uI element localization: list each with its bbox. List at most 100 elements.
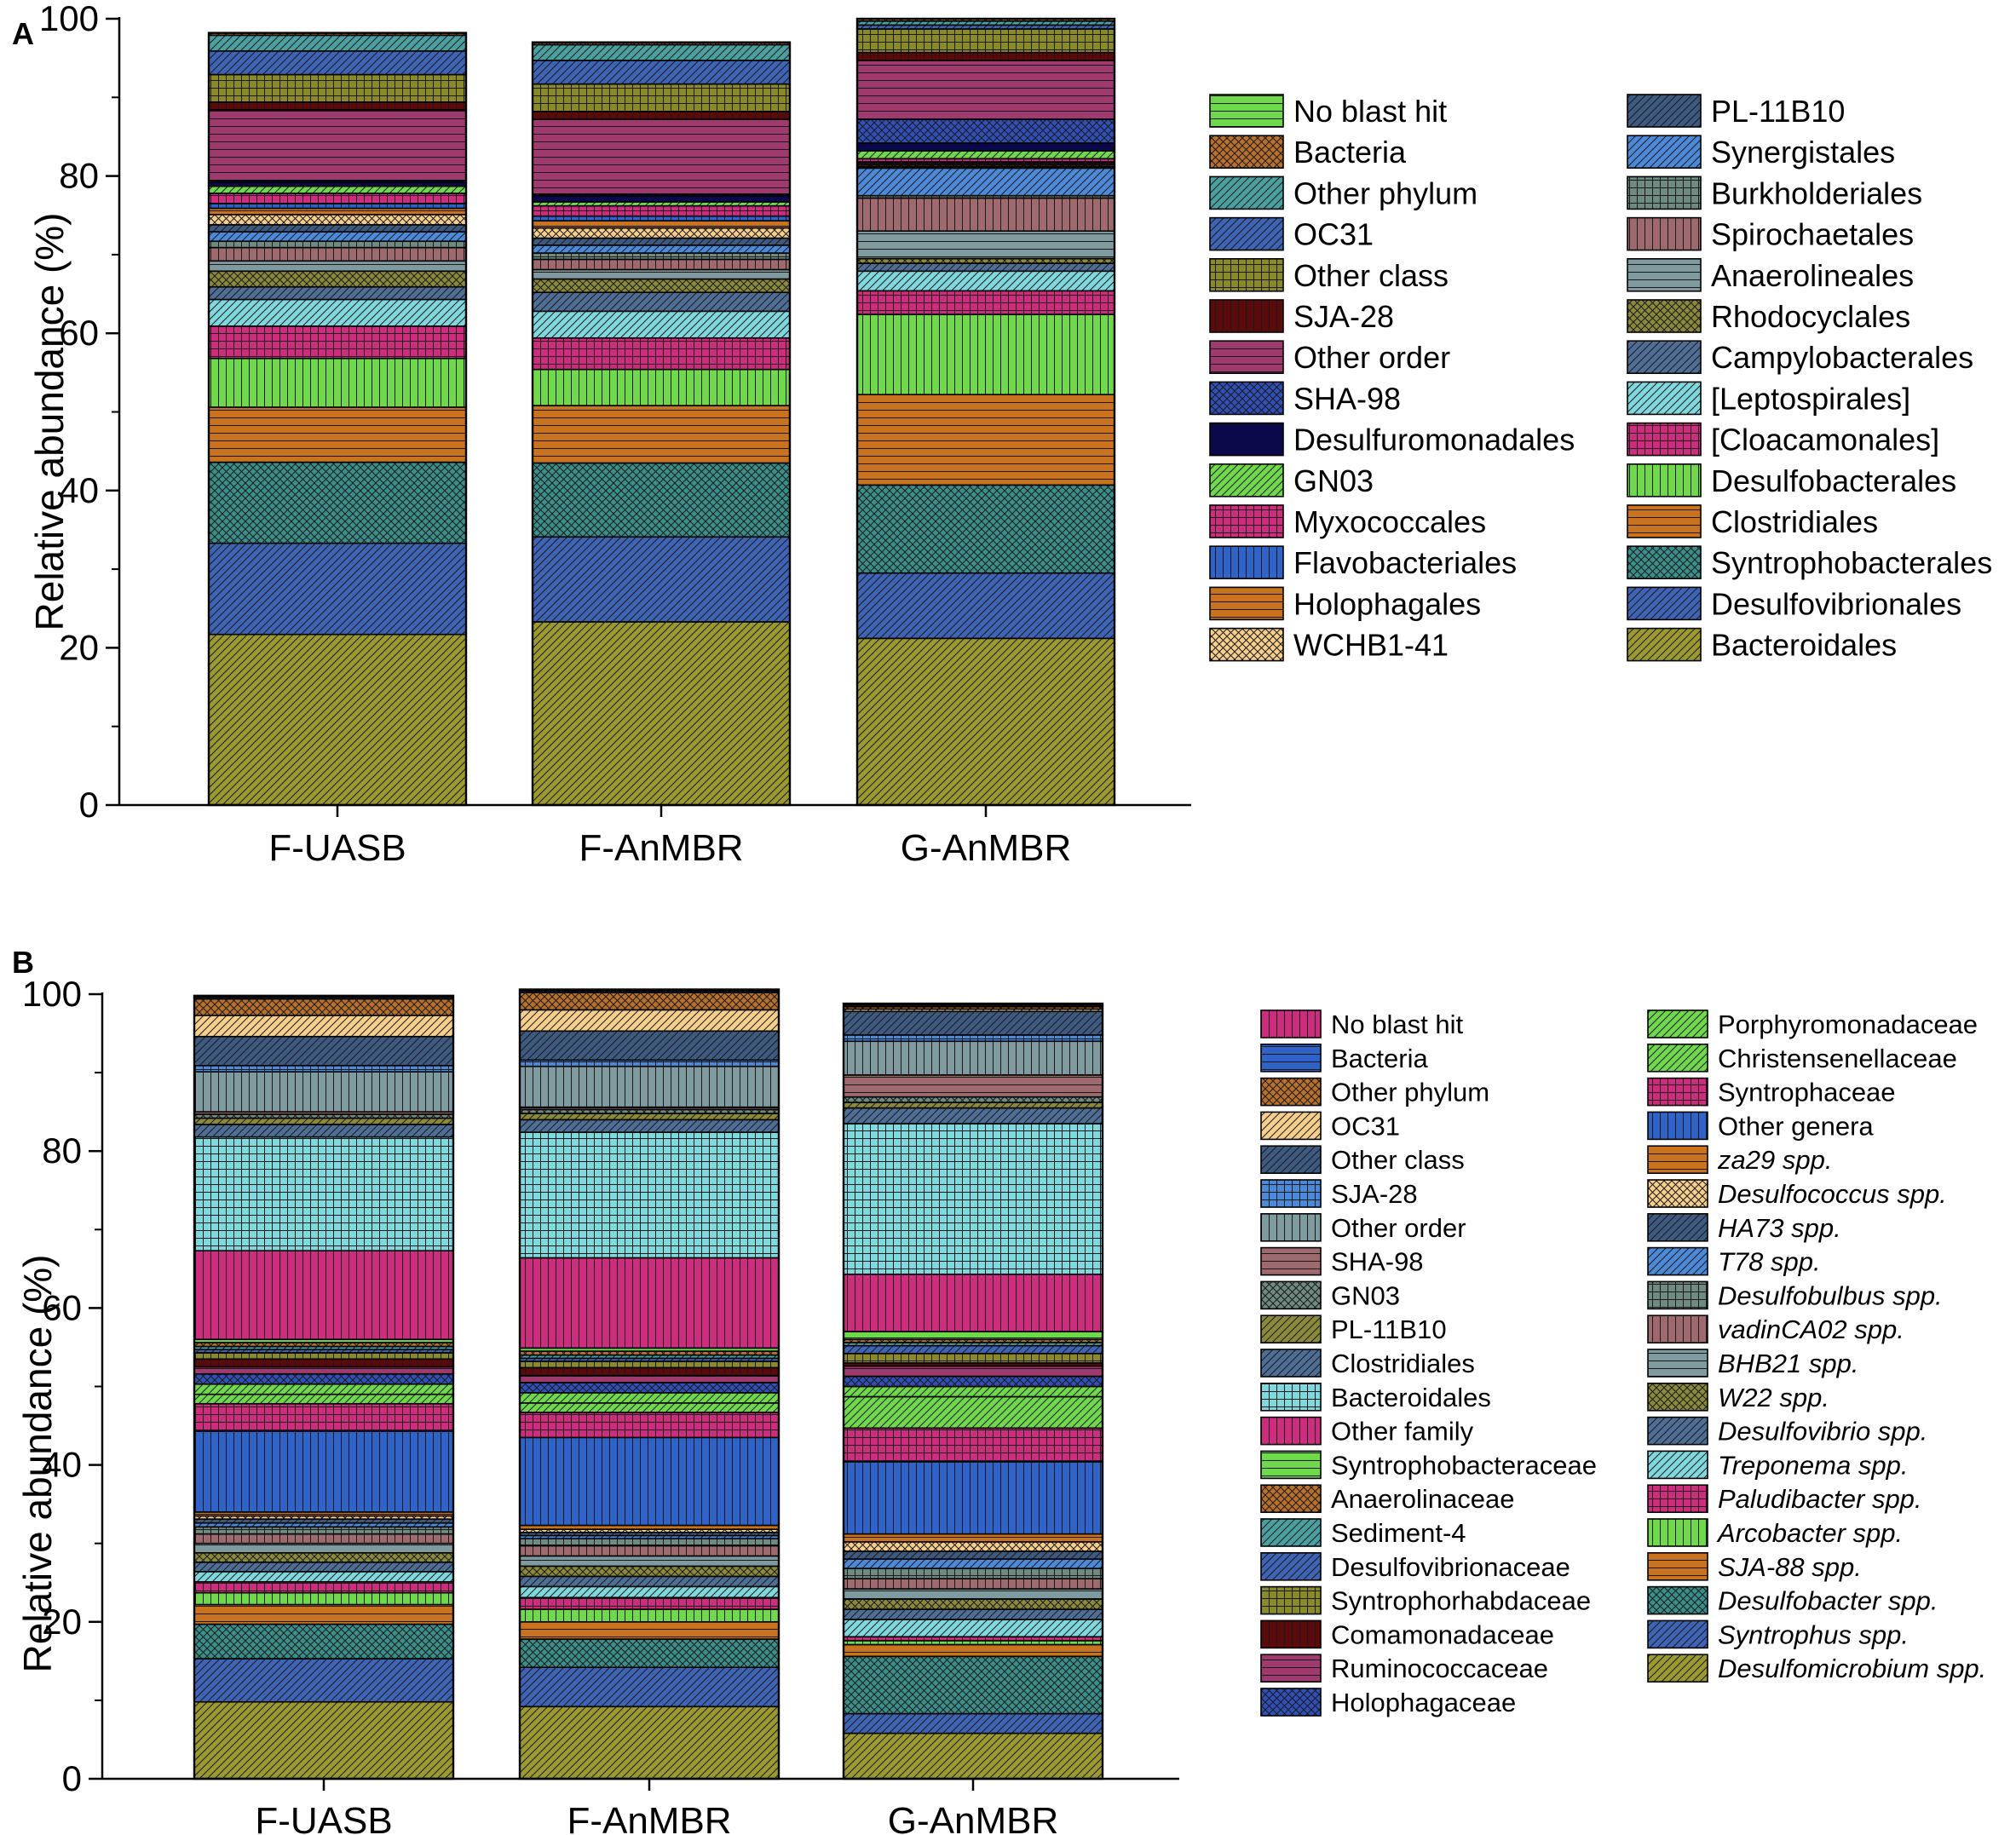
panel-b-legend-label: Desulfococcus spp. (1718, 1179, 1947, 1209)
panel-b-bar-f-uasb-other-phylum (193, 998, 454, 1016)
panel-a-plot-area: F-UASB F-AnMBR G-AnMBR 0 20 40 60 80 100 (39, 0, 1191, 869)
panel-a-legend-entry-clostridiales: Clostridiales (1627, 504, 1878, 539)
panel-b-bar-g-anmbr-t78-spp (843, 1558, 1103, 1569)
panel-a-legend-entry-synergistales: Synergistales (1627, 135, 1895, 170)
panel-a-bar-g-anmbr-desulfuromonadales (856, 142, 1115, 152)
panel-b-legend-entry-desulfobacter-spp: Desulfobacter spp. (1647, 1586, 1938, 1616)
panel-b-legend-entry-bacteria: Bacteria (1260, 1044, 1428, 1073)
panel-b-legend-entry-syntrophobacteraceae: Syntrophobacteraceae (1260, 1450, 1597, 1480)
panel-b-bar-f-uasb-arcobacter-spp (193, 1591, 454, 1606)
panel-a-legend-swatch (1627, 340, 1702, 375)
panel-b-bar-f-anmbr-other-order (519, 1065, 780, 1108)
panel-b-legend-entry-syntrophaceae: Syntrophaceae (1647, 1078, 1896, 1107)
panel-b-y-tick-label: 0 (62, 1758, 82, 1798)
panel-b-legend-label: Arcobacter spp. (1716, 1518, 1903, 1548)
panel-b-legend-label: za29 spp. (1717, 1145, 1832, 1175)
panel-b-legend-swatch (1647, 1518, 1708, 1547)
panel-b-legend-entry-other-order: Other order (1260, 1213, 1466, 1243)
panel-b-legend-swatch (1647, 1246, 1708, 1276)
panel-a-legend-label: Other class (1293, 258, 1449, 293)
panel-b-bar-f-anmbr-christensenellaceae (519, 1402, 780, 1413)
panel-a-legend-entry-wchb1-41: WCHB1-41 (1209, 628, 1449, 663)
panel-a-legend-swatch (1209, 216, 1284, 251)
panel-b-legend-entry-other-family: Other family (1260, 1416, 1474, 1447)
panel-a-legend-label: SHA-98 (1293, 381, 1401, 416)
panel-a-legend-entry-desulfobacterales: Desulfobacterales (1627, 463, 1956, 498)
panel-b-legend-swatch (1647, 1145, 1708, 1174)
panel-b-bar-f-uasb-vadinca02-spp (193, 1533, 454, 1545)
panel-b-legend-swatch (1647, 1484, 1708, 1513)
panel-a-legend-swatch (1627, 586, 1702, 621)
panel-a-bar-f-anmbr-other-phylum (532, 43, 791, 61)
panel-a-bar-g-anmbr-gn03 (856, 150, 1115, 160)
panel-b-legend-swatch (1260, 1145, 1322, 1174)
panel-b-legend-label: Bacteria (1331, 1044, 1428, 1073)
panel-b-legend-entry-desulfovibrionaceae: Desulfovibrionaceae (1260, 1552, 1570, 1582)
panel-b-legend-label: Bacteroidales (1331, 1383, 1491, 1412)
panel-b-legend-entry-t78-spp: T78 spp. (1647, 1246, 1821, 1277)
panel-b-legend-entry-treponema-spp: Treponema spp. (1647, 1450, 1908, 1480)
panel-a-bar-f-uasb-gn03 (208, 185, 467, 194)
panel-a-bar-g-anmbr-clostridiales (856, 394, 1115, 486)
panel-b-legend-swatch (1260, 1484, 1322, 1513)
panel-b-legend-swatch (1647, 1416, 1708, 1446)
panel-a-legend-label: GN03 (1293, 463, 1374, 498)
panel-b-legend-entry-sja-88-spp: SJA-88 spp. (1647, 1552, 1862, 1582)
panel-b-legend-label: Holophagaceae (1331, 1688, 1516, 1717)
panel-a-bar-f-uasb-bacteroidales (208, 633, 467, 806)
panel-a-legend-entry-pl-11b10: PL-11B10 (1627, 94, 1845, 129)
panel-a-legend-swatch (1209, 340, 1284, 375)
panel-a-legend-label: [Leptospirales] (1711, 381, 1910, 416)
panel-a-bar-f-uasb-rhodocyclales (208, 270, 467, 288)
panel-a-legend-label: [Cloacamonales] (1711, 423, 1939, 457)
panel-b-legend-entry-za29-spp: za29 spp. (1647, 1145, 1832, 1175)
panel-a-bar-f-anmbr-cloacamonales (532, 337, 791, 371)
panel-b-legend-label: Paludibacter spp. (1718, 1484, 1922, 1514)
panel-b-legend-entry-holophagaceae: Holophagaceae (1260, 1688, 1516, 1717)
panel-b-bar-g-anmbr-gn03 (843, 1096, 1103, 1103)
panel-a-bar-g-anmbr-leptospirales (856, 270, 1115, 292)
panel-b-bar-g-anmbr-desulfovibrio-spp (843, 1608, 1103, 1620)
panel-b-legend-entry-no-blast-hit: No blast hit (1260, 1010, 1463, 1039)
panel-b-legend-entry-bhb21-spp: BHB21 spp. (1647, 1349, 1858, 1378)
panel-b-y-axis-title: Relative abundance (%) (15, 1255, 60, 1673)
panel-a-bar-f-uasb-wchb1-41 (208, 214, 467, 226)
panel-b-bar-g-anmbr-desulfobacter-spp (843, 1655, 1103, 1715)
panel-a-legend-label: OC31 (1293, 217, 1374, 252)
panel-b-bar-f-anmbr-bacteroidales (519, 1131, 780, 1259)
panel-a-legend-entry-cloacamonales: [Cloacamonales] (1627, 423, 1939, 457)
panel-b-legend-swatch (1260, 1246, 1322, 1276)
panel-b-legend-entry-ha73-spp: HA73 spp. (1647, 1213, 1841, 1243)
panel-b-bar-f-uasb-ruminococcaceae (193, 1366, 454, 1375)
panel-b-legend-swatch (1260, 1044, 1322, 1073)
panel-b-legend-swatch (1647, 1280, 1708, 1310)
panel-b-legend-swatch (1260, 1416, 1322, 1446)
panel-a-bar-f-uasb-oc31 (208, 50, 467, 76)
panel-a-bar-f-uasb-holophagales (208, 207, 467, 216)
panel-a-legend-entry-no-blast-hit: No blast hit (1209, 94, 1447, 129)
panel-b-bar-g-anmbr-other-genera (843, 1461, 1103, 1535)
panel-b-bar-f-anmbr-ruminococcaceae (519, 1374, 780, 1383)
panel-b-bar-f-anmbr-treponema-spp (519, 1585, 780, 1599)
panel-a-bar-g-anmbr-campylobacterales (856, 262, 1115, 273)
panel-a-legend-swatch (1209, 257, 1284, 292)
panel-b-bar-g-anmbr-syntrophus-spp (843, 1712, 1103, 1734)
panel-b-legend-entry-pl-11b10: PL-11B10 (1260, 1314, 1447, 1344)
panel-b-bar-f-uasb-syntrophorhabdaceae (193, 1352, 454, 1360)
panel-a-y-tick-label: 100 (39, 0, 99, 38)
panel-a-bar-g-anmbr-other-order (856, 60, 1115, 120)
panel-a-letter: A (12, 16, 34, 51)
panel-a-legend-swatch (1209, 381, 1284, 416)
panel-b-bar-f-anmbr-desulfovibrio-spp (519, 1575, 780, 1588)
panel-b-legend-swatch (1260, 1111, 1322, 1141)
panel-b-bar-f-uasb-other-genera (193, 1430, 454, 1513)
panel-b-x-tick-label: G-AnMBR (888, 1800, 1058, 1835)
panel-a-legend-entry-sha-98: SHA-98 (1209, 381, 1401, 416)
panel-b-bar-f-anmbr-porphyromonadaceae (519, 1392, 780, 1404)
panel-a-bar-f-uasb-clostridiales (208, 406, 467, 463)
panel-b-legend-swatch (1260, 1314, 1322, 1343)
panel-b-bar-g-anmbr-vadinca02-spp (843, 1578, 1103, 1590)
panel-a-bar-f-anmbr-myxococcales (532, 204, 791, 217)
panel-b-bar-g-anmbr-clostridiales (843, 1107, 1103, 1125)
